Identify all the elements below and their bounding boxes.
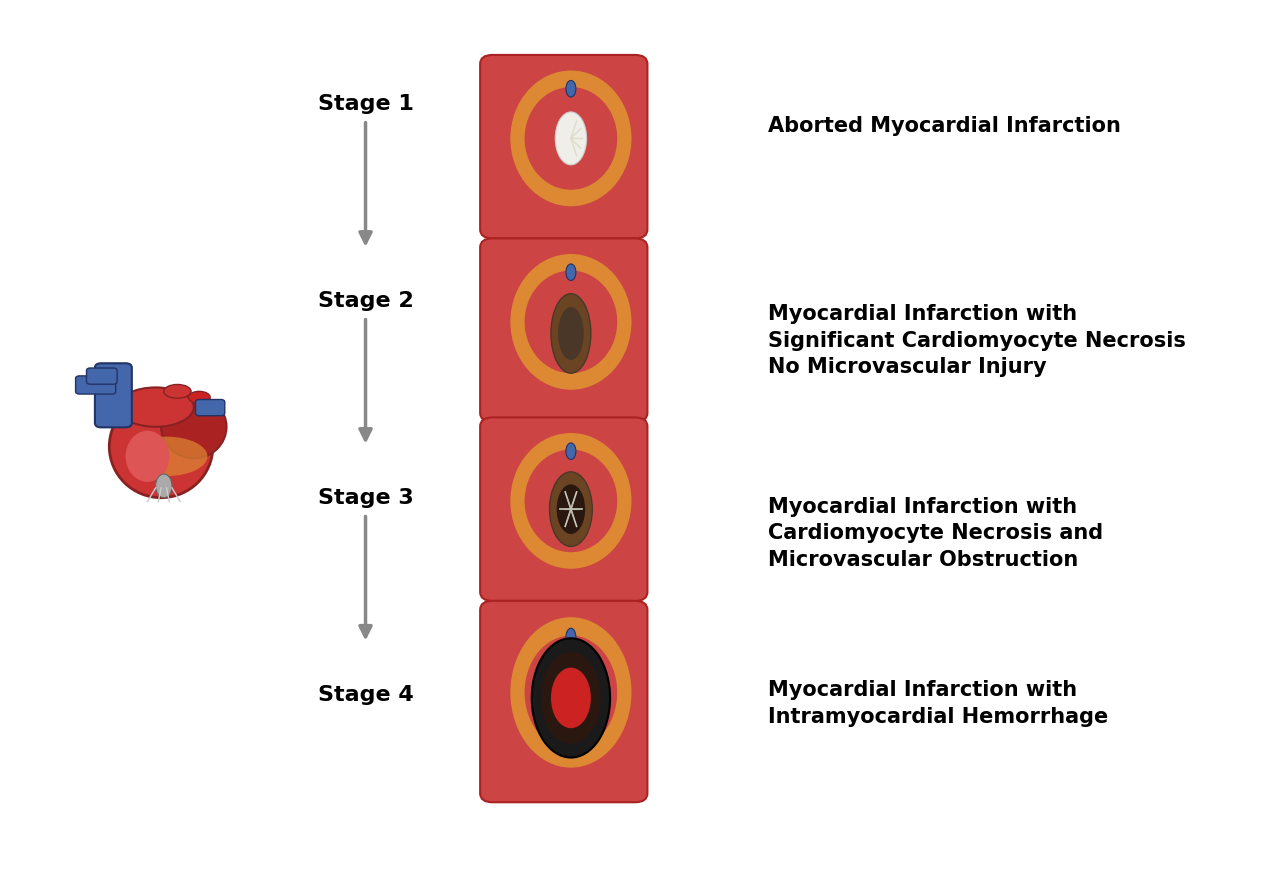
FancyBboxPatch shape xyxy=(76,376,115,394)
Ellipse shape xyxy=(566,81,576,97)
Ellipse shape xyxy=(109,396,212,498)
Text: Myocardial Infarction with
Intramyocardial Hemorrhage: Myocardial Infarction with Intramyocardi… xyxy=(768,679,1108,726)
FancyBboxPatch shape xyxy=(480,56,648,240)
Ellipse shape xyxy=(118,388,193,427)
Ellipse shape xyxy=(525,271,617,374)
Ellipse shape xyxy=(531,638,611,758)
Ellipse shape xyxy=(541,653,600,744)
FancyBboxPatch shape xyxy=(87,368,116,384)
Ellipse shape xyxy=(549,472,593,547)
FancyBboxPatch shape xyxy=(196,401,225,417)
Ellipse shape xyxy=(188,392,210,404)
Ellipse shape xyxy=(550,668,591,729)
Text: Myocardial Infarction with
Significant Cardiomyocyte Necrosis
No Microvascular I: Myocardial Infarction with Significant C… xyxy=(768,304,1187,376)
Ellipse shape xyxy=(511,434,631,569)
Text: Myocardial Infarction with
Cardiomyocyte Necrosis and
Microvascular Obstruction: Myocardial Infarction with Cardiomyocyte… xyxy=(768,496,1103,569)
Ellipse shape xyxy=(164,385,191,399)
Ellipse shape xyxy=(566,443,576,460)
Ellipse shape xyxy=(525,450,617,552)
FancyBboxPatch shape xyxy=(480,240,648,423)
Ellipse shape xyxy=(125,431,169,483)
Ellipse shape xyxy=(525,88,617,190)
Text: Aborted Myocardial Infarction: Aborted Myocardial Infarction xyxy=(768,116,1121,136)
Ellipse shape xyxy=(156,475,172,498)
Text: Stage 3: Stage 3 xyxy=(317,487,413,507)
FancyBboxPatch shape xyxy=(95,364,132,428)
FancyBboxPatch shape xyxy=(480,418,648,602)
Ellipse shape xyxy=(557,485,585,535)
Text: Stage 4: Stage 4 xyxy=(317,684,413,704)
Text: Stage 2: Stage 2 xyxy=(317,291,413,310)
Ellipse shape xyxy=(511,72,631,207)
Ellipse shape xyxy=(566,265,576,281)
Ellipse shape xyxy=(525,636,617,749)
FancyBboxPatch shape xyxy=(480,602,648,803)
Ellipse shape xyxy=(125,437,207,477)
Text: Stage 1: Stage 1 xyxy=(317,94,413,114)
Ellipse shape xyxy=(550,294,591,374)
Ellipse shape xyxy=(558,308,584,360)
Ellipse shape xyxy=(511,618,631,768)
Ellipse shape xyxy=(511,255,631,391)
Ellipse shape xyxy=(566,628,576,647)
Ellipse shape xyxy=(161,396,227,459)
Ellipse shape xyxy=(556,113,586,165)
